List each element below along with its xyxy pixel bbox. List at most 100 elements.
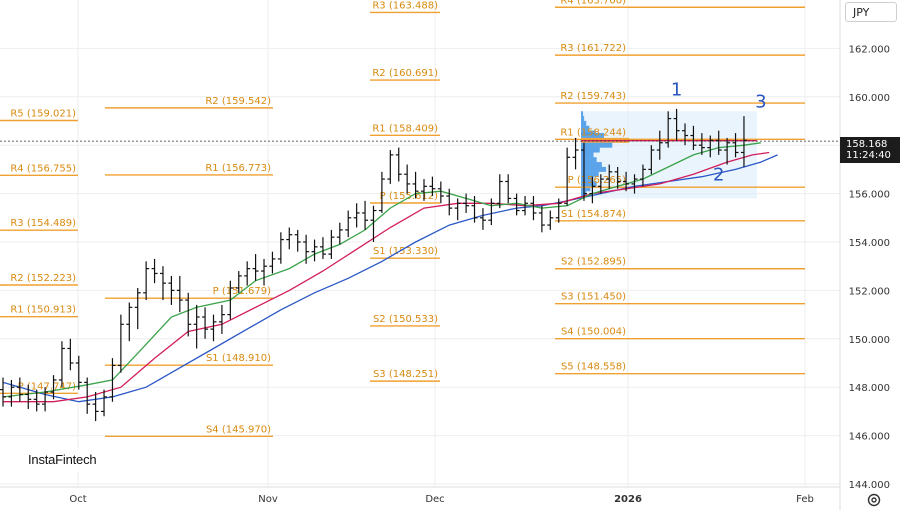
ohlc-bar [84, 377, 91, 414]
ohlc-bar [395, 147, 402, 182]
ohlc-bar [277, 232, 284, 264]
ohlc-bar [589, 176, 596, 204]
volume-profile-bar [581, 166, 607, 172]
volume-profile-bar [581, 162, 602, 168]
wave-label: 3 [755, 92, 766, 113]
ohlc-bar [732, 133, 739, 158]
ohlc-bar [168, 275, 175, 305]
volume-profile-bar [581, 142, 613, 148]
ohlc-bar [597, 174, 604, 194]
ohlc-bar [319, 237, 326, 259]
ohlc-bar [639, 164, 646, 187]
pivot-level-label: S4 (145.970) [206, 424, 271, 435]
pivot-level-label: S3 (148.251) [373, 369, 438, 380]
ohlc-bar [463, 193, 470, 213]
pivot-level-label: S2 (152.895) [561, 257, 626, 268]
ohlc-bar [690, 125, 697, 151]
ohlc-bar [496, 174, 503, 209]
ohlc-bar [33, 389, 40, 412]
current-time-value: 11:24:40 [846, 150, 891, 161]
volume-profile-bar [581, 125, 590, 131]
ohlc-bar [572, 137, 579, 170]
brand-logo: InstaFintech [22, 448, 103, 471]
ohlc-bar [345, 210, 352, 238]
pivot-level-label: R1 (150.913) [10, 305, 76, 316]
ohlc-bar [580, 142, 587, 201]
ohlc-bar [505, 174, 512, 204]
time-tick-label: Nov [258, 494, 278, 505]
pivot-level-label: R2 (159.743) [560, 91, 626, 102]
pivot-level-label: R4 (163.700) [560, 0, 626, 6]
ohlc-bar [75, 355, 82, 390]
price-tick-label: 146.000 [849, 432, 890, 443]
pivot-level-label: R2 (152.223) [10, 273, 76, 284]
ohlc-bar [261, 258, 268, 286]
ohlc-bar [378, 171, 385, 213]
ohlc-bar [235, 271, 242, 293]
ohlc-bar [370, 205, 377, 242]
ohlc-bar [193, 304, 200, 349]
volume-profile-bar [581, 171, 599, 177]
settings-gear-icon[interactable] [866, 492, 882, 508]
ohlc-bar [336, 222, 343, 245]
ohlc-bar [202, 307, 209, 339]
price-axis[interactable]: 144.000 146.000 148.000 150.000 152.000 154.0… [849, 44, 890, 491]
ohlc-bar [303, 234, 310, 264]
ohlc-bar [42, 387, 49, 412]
pivot-level-label: R1 (156.773) [205, 163, 271, 174]
pivot-level-label: S5 (148.558) [561, 362, 626, 373]
ohlc-bar [8, 379, 15, 407]
volume-profile-bar [581, 152, 594, 158]
pivot-level-label: R1 (158.409) [372, 123, 438, 134]
ohlc-bar [294, 229, 301, 252]
ohlc-bar [665, 111, 672, 148]
ohlc-bar [724, 137, 731, 165]
time-axis[interactable]: Oct Nov Dec 2026 Feb [69, 494, 814, 505]
ohlc-bar [631, 174, 638, 194]
time-tick-label: Feb [796, 494, 814, 505]
ohlc-bar [143, 261, 150, 301]
ohlc-bar [362, 200, 369, 230]
pivot-level-label: S3 (151.450) [561, 292, 626, 303]
price-tick-label: 156.000 [849, 190, 890, 201]
ohlc-bar [16, 377, 23, 402]
currency-label: JPY [853, 6, 870, 19]
ohlc-bar [286, 227, 293, 250]
pivot-level-label: R3 (163.488) [372, 0, 438, 11]
ohlc-bar [606, 164, 613, 189]
ohlc-bar [564, 147, 571, 206]
price-tick-label: 162.000 [849, 44, 890, 55]
ohlc-bar [328, 229, 335, 259]
ohlc-bar [210, 314, 217, 342]
ohlc-bar [311, 239, 318, 262]
ohlc-bar [0, 377, 6, 407]
ohlc-bar [530, 196, 537, 221]
volume-profile-bar [581, 176, 594, 182]
pivot-level-label: P (155.612) [380, 191, 438, 202]
pivot-level-label: R4 (156.755) [10, 163, 76, 174]
ohlc-bar [488, 198, 495, 226]
ohlc-bar [656, 130, 663, 160]
wave-label: 2 [713, 164, 724, 185]
ohlc-bar [707, 135, 714, 158]
ohlc-bar [412, 171, 419, 199]
volume-profile-bar [581, 111, 584, 117]
ohlc-bar [244, 261, 251, 286]
price-tick-label: 152.000 [849, 286, 890, 297]
currency-selector[interactable]: JPY [845, 2, 897, 22]
volume-profile-bar [581, 116, 585, 122]
ohlc-bar [353, 203, 360, 228]
ohlc-bar [673, 108, 680, 141]
pivot-level-label: R3 (161.722) [560, 43, 626, 54]
pivot-level-label: R2 (159.542) [205, 96, 271, 107]
ohlc-bar [429, 176, 436, 197]
pivot-level-label: P (156.265) [568, 175, 626, 186]
price-tick-label: 148.000 [849, 383, 890, 394]
ohlc-bar [538, 205, 545, 233]
ohlc-bar [176, 275, 183, 313]
time-tick-label: Dec [425, 494, 444, 505]
ohlc-bar [25, 384, 32, 409]
current-price-tag: 158.168 11:24:40 [840, 137, 900, 163]
ohlc-bar [67, 338, 74, 371]
